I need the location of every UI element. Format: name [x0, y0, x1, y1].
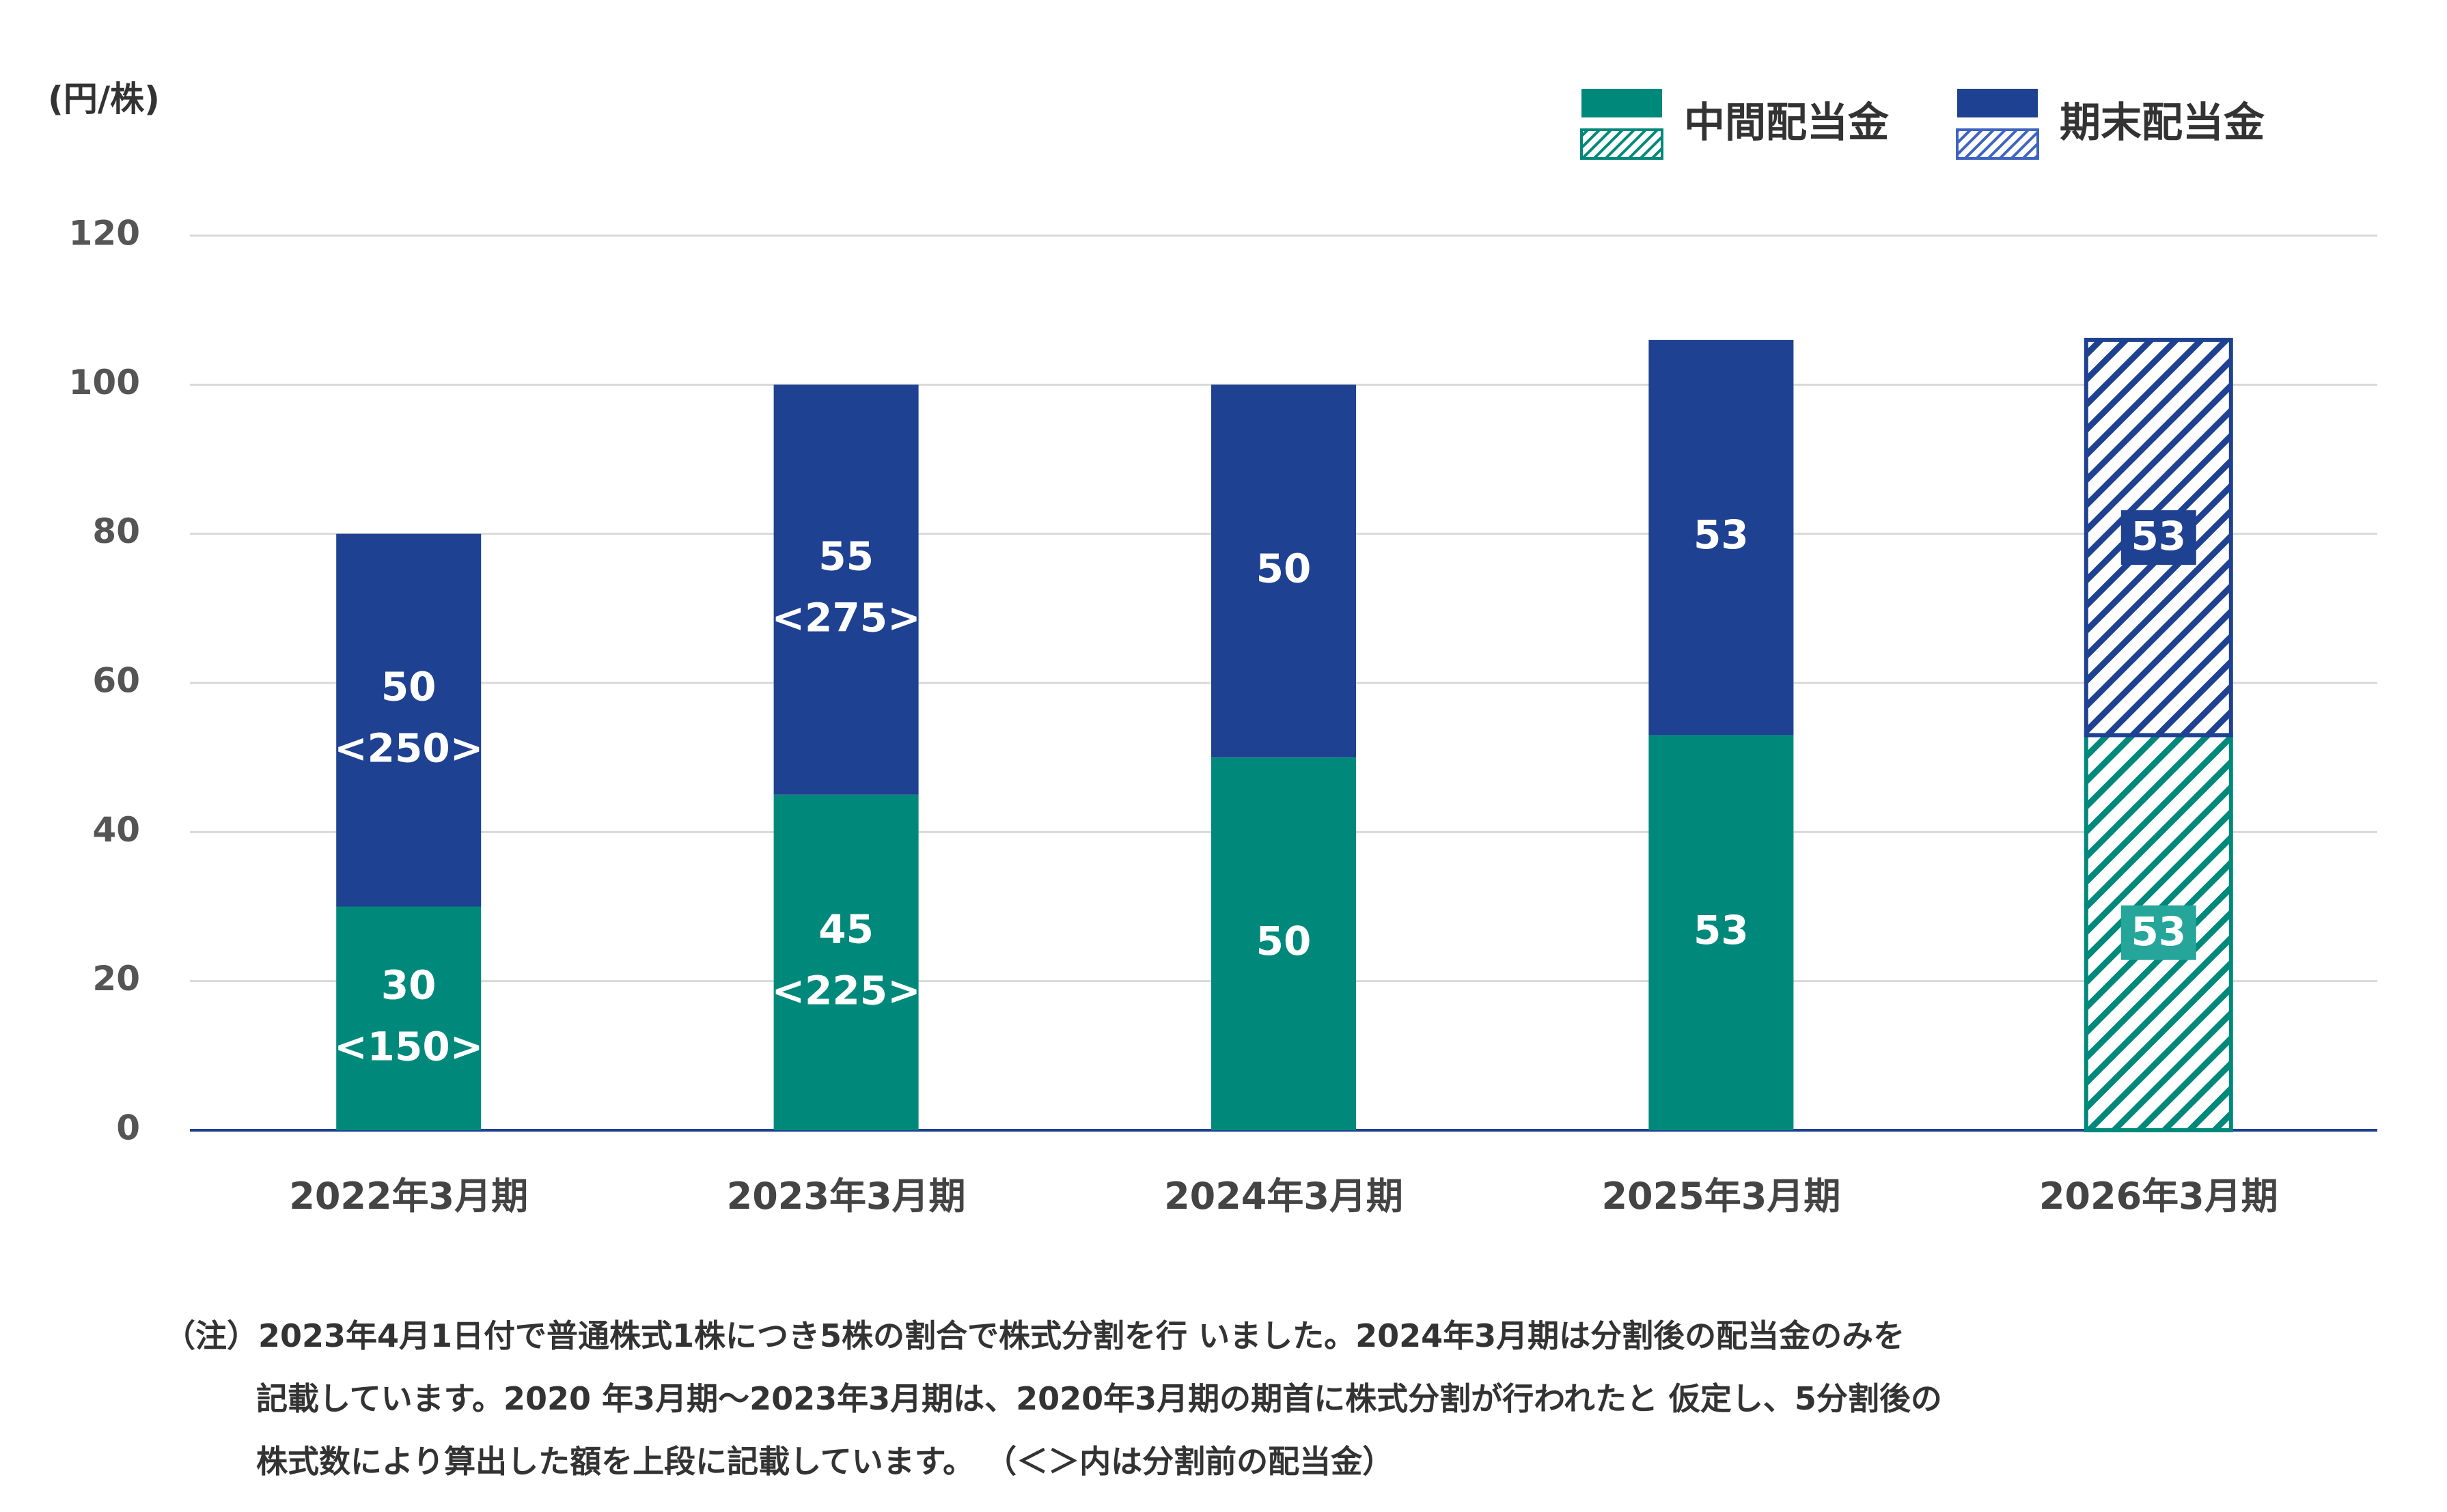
bar-year-end-2 [773, 384, 919, 795]
y-tick-label-40: 40 [92, 810, 140, 850]
x-tick-label-3: 2024年3月期 [1164, 1175, 1403, 1218]
y-tick-label-0: 0 [116, 1108, 140, 1148]
bars [336, 337, 2233, 1132]
legend-swatch-forecast-year-end [1956, 128, 2039, 160]
data-sublabel-year-end-2: <275> [771, 595, 920, 641]
bar-year-end-3 [1211, 384, 1356, 758]
data-labels: 30 <150> 50 <250> 45 <225> 55 <275> 50 50 53 53 53 53 [334, 510, 2196, 1069]
x-tick-label-2: 2023年3月期 [727, 1175, 966, 1218]
x-axis-labels: 2022年3月期 2023年3月期 2024年3月期 2025年3月期 2026年3月期 [289, 1175, 2278, 1218]
footnote-line-1: （注）2023年4月1日付で普通株式1株につき5株の割合で株式分割を行 いました… [164, 1317, 1905, 1354]
x-tick-label-5: 2026年3月期 [2039, 1175, 2278, 1218]
y-tick-label-60: 60 [92, 661, 140, 701]
data-label-interim-5: 53 [2131, 908, 2186, 955]
footnote-line-3: 株式数により算出した額を上段に記載しています。 （＜＞内は分割前の配当金） [256, 1443, 1394, 1480]
y-tick-label-80: 80 [92, 512, 140, 551]
data-label-bg-year-end-5 [2120, 510, 2196, 565]
legend-label-year-end: 期末配当金 [2060, 99, 2265, 147]
y-axis-unit: (円/株) [48, 79, 160, 119]
y-tick-label-100: 100 [69, 363, 140, 402]
y-tick-label-20: 20 [92, 959, 140, 998]
bar-interim-2 [773, 794, 919, 1130]
bar-year-end-4 [1648, 339, 1794, 736]
data-sublabel-interim-1: <150> [334, 1023, 483, 1069]
data-label-interim-2: 45 [818, 906, 874, 952]
data-label-year-end-3: 50 [1256, 545, 1312, 591]
footnote-line-2: 記載しています。2020 年3月期～2023年3月期は、2020年3月期の期首に… [256, 1380, 1942, 1417]
data-label-year-end-2: 55 [818, 533, 874, 580]
legend-swatch-year-end [1957, 89, 2038, 117]
data-label-interim-4: 53 [1693, 907, 1749, 953]
bar-interim-4 [1648, 735, 1794, 1130]
data-sublabel-year-end-1: <250> [334, 725, 483, 772]
y-tick-label-120: 120 [69, 214, 140, 253]
y-axis-ticks: 0 20 40 60 80 100 120 [69, 214, 140, 1148]
data-label-interim-1: 30 [381, 962, 437, 1008]
data-label-year-end-5: 53 [2131, 513, 2186, 559]
data-label-year-end-4: 53 [1693, 512, 1749, 558]
bar-interim-3 [1211, 757, 1356, 1130]
data-label-year-end-1: 50 [381, 664, 437, 710]
legend-swatch-interim [1581, 89, 1662, 117]
x-tick-label-4: 2025年3月期 [1601, 1175, 1840, 1218]
legend-label-interim: 中間配当金 [1684, 99, 1890, 147]
x-tick-label-1: 2022年3月期 [289, 1175, 528, 1218]
bar-year-end-1 [336, 533, 482, 907]
footnote: （注）2023年4月1日付で普通株式1株につき5株の割合で株式分割を行 いました… [164, 1304, 2350, 1493]
data-label-interim-3: 50 [1256, 918, 1312, 964]
data-sublabel-interim-2: <225> [771, 967, 920, 1013]
data-label-bg-interim-5 [2120, 905, 2196, 960]
bar-interim-1 [336, 906, 482, 1130]
legend: 中間配当金 期末配当金 [1580, 89, 2265, 160]
legend-swatch-forecast-interim [1580, 128, 1663, 160]
bar-year-end-5 [2084, 337, 2233, 738]
